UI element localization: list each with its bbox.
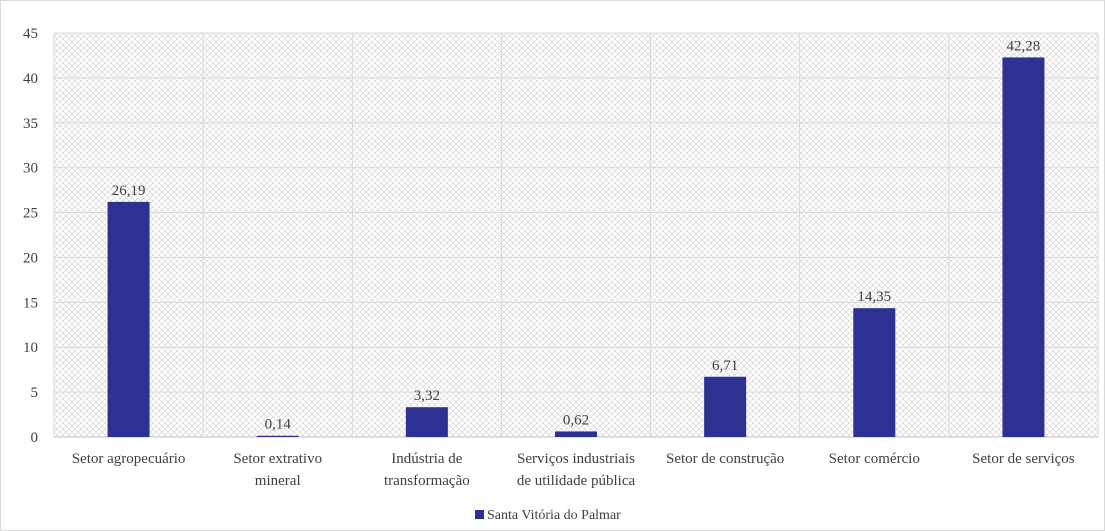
legend-swatch <box>475 510 484 519</box>
category-label: Setor agropecuário <box>72 451 186 467</box>
y-tick-label: 15 <box>23 295 38 311</box>
y-tick-label: 35 <box>23 116 38 132</box>
data-label: 0,62 <box>563 412 589 428</box>
data-label: 42,28 <box>1007 38 1041 54</box>
legend: Santa Vitória do Palmar <box>475 508 621 523</box>
data-label: 6,71 <box>712 358 738 374</box>
category-label: Setor de construção <box>666 451 784 467</box>
y-tick-label: 10 <box>23 340 38 356</box>
data-labels: 26,19 0,14 3,32 0,62 6,71 14,35 42,28 <box>112 38 1041 432</box>
data-label: 0,14 <box>265 417 292 433</box>
y-axis-ticks: 0 5 10 15 20 25 30 35 40 45 <box>23 26 38 446</box>
plot-area <box>54 33 1098 437</box>
y-tick-label: 0 <box>31 430 39 446</box>
bar <box>555 431 597 437</box>
category-label: transformação <box>384 473 470 489</box>
data-label: 14,35 <box>857 289 891 305</box>
data-label: 3,32 <box>414 388 440 404</box>
category-label: Setor extrativo <box>233 451 322 467</box>
bar <box>1002 57 1045 437</box>
category-label: Indústria de <box>391 451 463 467</box>
y-tick-label: 30 <box>23 161 38 177</box>
y-tick-label: 20 <box>23 250 38 266</box>
category-label: mineral <box>255 473 301 489</box>
category-label: Serviços industriais <box>517 451 635 467</box>
bar <box>853 308 896 437</box>
legend-label: Santa Vitória do Palmar <box>487 508 621 523</box>
grid-lines <box>53 32 1099 438</box>
category-label: Setor de serviços <box>972 451 1075 467</box>
y-tick-label: 45 <box>23 26 38 42</box>
bar <box>256 435 299 437</box>
category-label: Setor comércio <box>829 451 920 467</box>
x-axis-categories: Setor agropecuário Setor extrativo mineral… <box>72 451 1075 489</box>
bar <box>107 201 150 437</box>
y-tick-label: 40 <box>23 71 38 87</box>
category-label: de utilidade pública <box>517 473 636 489</box>
bar <box>405 407 448 437</box>
bar <box>704 376 747 437</box>
y-tick-label: 5 <box>31 385 39 401</box>
y-tick-label: 25 <box>23 206 38 222</box>
bars <box>107 57 1045 437</box>
data-label: 26,19 <box>112 183 146 199</box>
